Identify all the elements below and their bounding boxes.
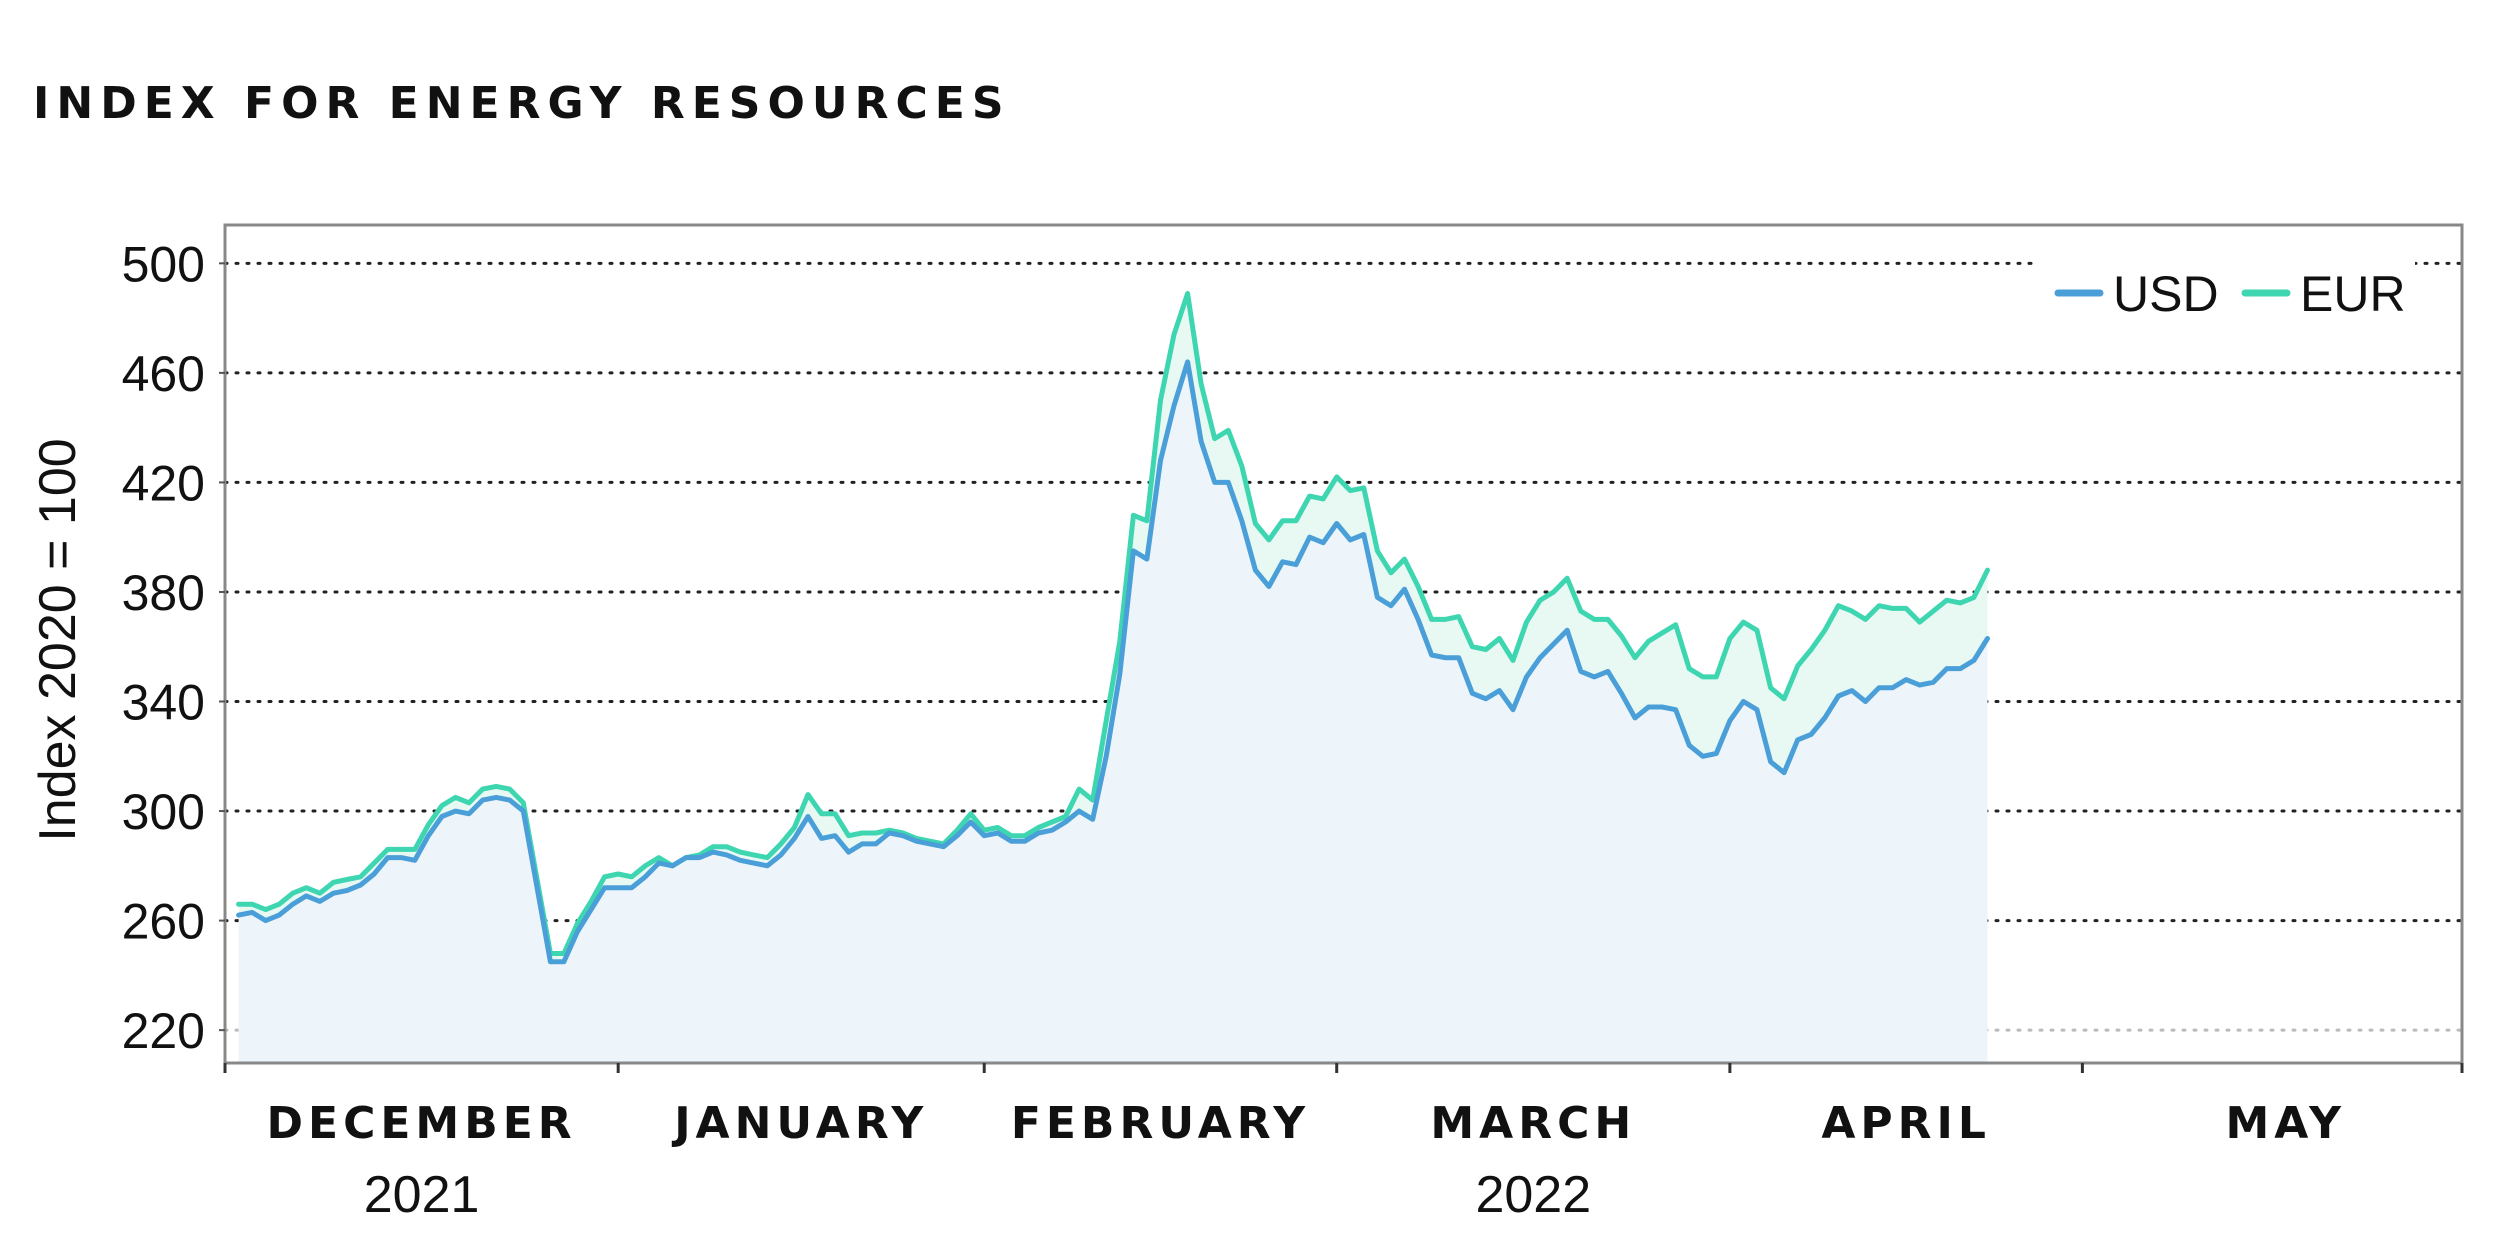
- y-tick-label-460: 460: [122, 346, 205, 402]
- y-tick-label-340: 340: [122, 675, 205, 731]
- year-label-2021: 2021: [364, 1166, 480, 1224]
- month-label-march: MARCH: [1430, 1098, 1636, 1149]
- usd-area-fill: [238, 361, 1988, 1063]
- series-layer: [236, 291, 1990, 965]
- y-tick-label-380: 380: [122, 565, 205, 621]
- y-tick-label-300: 300: [122, 784, 205, 840]
- y-axis-ticks: 220 260 300 340 380 420 460 500: [122, 236, 225, 1059]
- y-tick-label-500: 500: [122, 236, 205, 292]
- y-tick-label-420: 420: [122, 455, 205, 511]
- chart-title: INDEX FOR ENERGY RESOURCES: [33, 78, 1011, 129]
- area-fill-layer: [238, 293, 1988, 1063]
- y-tick-label-220: 220: [122, 1003, 205, 1059]
- legend: USD EUR: [2035, 240, 2415, 330]
- series-line-usd: [236, 359, 1990, 965]
- month-label-april: APRIL: [1821, 1098, 1991, 1149]
- y-tick-label-260: 260: [122, 894, 205, 950]
- month-label-december: DECEMBER: [266, 1098, 576, 1149]
- month-label-january: JANUARY: [671, 1098, 928, 1149]
- plot-frame: [223, 223, 2464, 1065]
- y-axis-title: Index 2020 = 100: [29, 438, 87, 841]
- x-axis-ticks: DECEMBER JANUARY FEBRUARY MARCH APRIL MAY 2021…: [223, 1063, 2464, 1224]
- plot-border: [223, 223, 2464, 1065]
- legend-label-usd: USD: [2113, 266, 2219, 322]
- legend-label-eur: EUR: [2300, 266, 2406, 322]
- legend-background: [2035, 240, 2415, 330]
- month-label-february: FEBRUARY: [1011, 1098, 1310, 1149]
- month-label-may: MAY: [2226, 1098, 2347, 1149]
- year-label-2022: 2022: [1475, 1166, 1591, 1224]
